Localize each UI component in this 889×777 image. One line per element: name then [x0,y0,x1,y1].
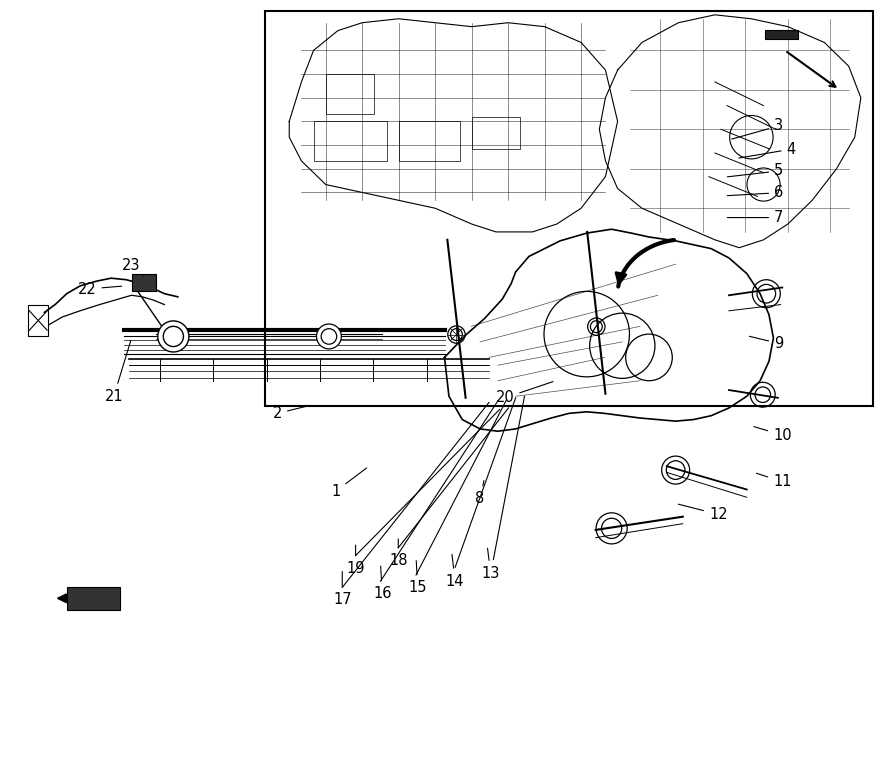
Text: 4: 4 [739,141,796,158]
Bar [472,117,520,149]
Text: 16: 16 [373,566,391,601]
Text: 14: 14 [446,555,464,589]
Text: 23: 23 [123,258,144,276]
Text: 20: 20 [495,382,553,406]
Text: 11: 11 [757,473,791,490]
Bar [325,74,374,113]
Text: 21: 21 [105,340,131,404]
Text: 13: 13 [482,549,500,581]
Text: 15: 15 [409,561,427,595]
Bar [28,305,48,336]
Text: 22: 22 [77,281,122,297]
Text: 18: 18 [389,539,407,569]
Bar [67,587,120,610]
Bar [765,30,798,39]
Circle shape [158,321,188,352]
Circle shape [321,329,337,344]
Text: 3: 3 [732,118,783,139]
Text: 9: 9 [749,336,783,351]
Circle shape [164,326,183,347]
Text: 12: 12 [678,504,727,522]
Bar [314,121,387,161]
Text: 7: 7 [727,210,783,225]
Text: 8: 8 [476,480,485,507]
Text: 1: 1 [332,468,367,499]
Text: 17: 17 [333,572,351,608]
Text: 19: 19 [347,545,364,577]
Bar [398,121,460,161]
Text: 6: 6 [727,185,783,200]
Bar [265,11,873,406]
Bar [132,274,156,291]
Text: 2: 2 [273,406,307,421]
Circle shape [316,324,341,349]
Text: 5: 5 [727,163,783,179]
Text: 10: 10 [754,427,791,443]
